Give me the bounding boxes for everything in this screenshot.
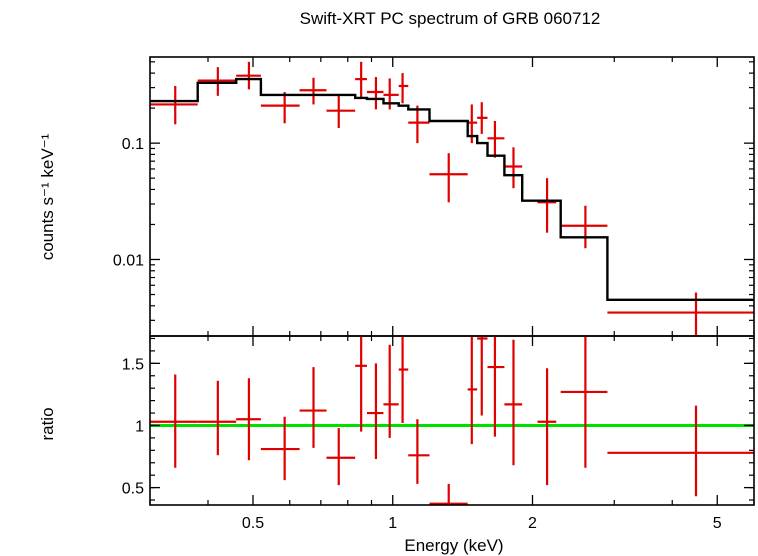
spectrum-data-point	[467, 104, 478, 144]
ratio-data-point	[504, 339, 523, 466]
ratio-data-point	[398, 336, 409, 423]
spectrum-y-axis-label: counts s⁻¹ keV⁻¹	[38, 133, 57, 260]
spectrum-axes: 0.1 0.01	[113, 56, 755, 337]
ratio-data-point	[150, 374, 198, 468]
x-tick-label: 1	[388, 515, 397, 532]
ratio-data-point	[487, 336, 505, 437]
spectrum-data-point	[260, 92, 300, 124]
spectrum-data-point	[197, 67, 237, 96]
spectrum-data-point	[355, 61, 367, 98]
ratio-y-tick-label: 1	[135, 418, 144, 435]
spectrum-data-point	[504, 147, 523, 189]
ratio-panel: 0.5 1 1.5 0.5 1 2 5 ratio	[38, 335, 755, 532]
ratio-data-point	[383, 344, 399, 438]
ratio-data-point	[299, 367, 327, 448]
spectrum-data-point	[487, 120, 505, 158]
ratio-data-point	[236, 378, 261, 461]
ratio-data-point	[408, 419, 430, 484]
ratio-data-point	[537, 368, 557, 486]
spectrum-data-point	[236, 61, 261, 90]
spectrum-data-point	[366, 77, 384, 110]
ratio-data-point	[560, 336, 608, 468]
ratio-data-point	[366, 363, 384, 460]
x-axis-label: Energy (keV)	[404, 536, 503, 555]
spectrum-data-point	[429, 153, 468, 203]
ratio-data-point	[355, 336, 367, 432]
spectrum-data-point	[326, 95, 356, 128]
spectrum-data-point	[150, 85, 198, 125]
spectrum-data-point	[408, 105, 430, 144]
ratio-frame	[149, 335, 755, 506]
x-tick-label: 0.5	[242, 515, 264, 532]
spectrum-data-point	[537, 178, 557, 233]
chart-title: Swift-XRT PC spectrum of GRB 060712	[300, 9, 601, 28]
spectrum-panel: 0.1 0.01 counts s⁻¹ keV⁻¹	[38, 56, 755, 337]
x-tick-label: 5	[713, 515, 722, 532]
ratio-data-point	[429, 483, 468, 505]
spectrum-data-point	[299, 77, 327, 105]
ratio-data-point	[607, 405, 754, 497]
x-tick-label: 2	[528, 515, 537, 532]
spectrum-y-tick-label: 0.1	[122, 136, 144, 153]
ratio-data-point	[326, 427, 356, 486]
ratio-data-layer	[150, 336, 754, 505]
ratio-y-tick-label: 1.5	[122, 356, 144, 373]
ratio-data-point	[467, 336, 478, 445]
ratio-axes: 0.5 1 1.5 0.5 1 2 5	[122, 335, 755, 532]
spectrum-data-point	[477, 102, 488, 134]
ratio-y-tick-label: 0.5	[122, 481, 144, 498]
ratio-data-point	[260, 416, 300, 481]
ratio-y-axis-label: ratio	[38, 407, 57, 440]
spectrum-data-point	[560, 205, 608, 249]
ratio-data-point	[197, 380, 237, 456]
spectrum-data-point	[383, 78, 399, 110]
ratio-data-point	[477, 336, 488, 416]
spectrum-model-layer	[150, 77, 754, 301]
spectrum-frame	[149, 56, 755, 337]
spectrum-model-line	[150, 77, 754, 301]
spectrum-data-point	[398, 73, 409, 104]
spectrum-y-tick-label: 0.01	[113, 252, 144, 269]
spectrum-data-layer	[150, 61, 754, 336]
